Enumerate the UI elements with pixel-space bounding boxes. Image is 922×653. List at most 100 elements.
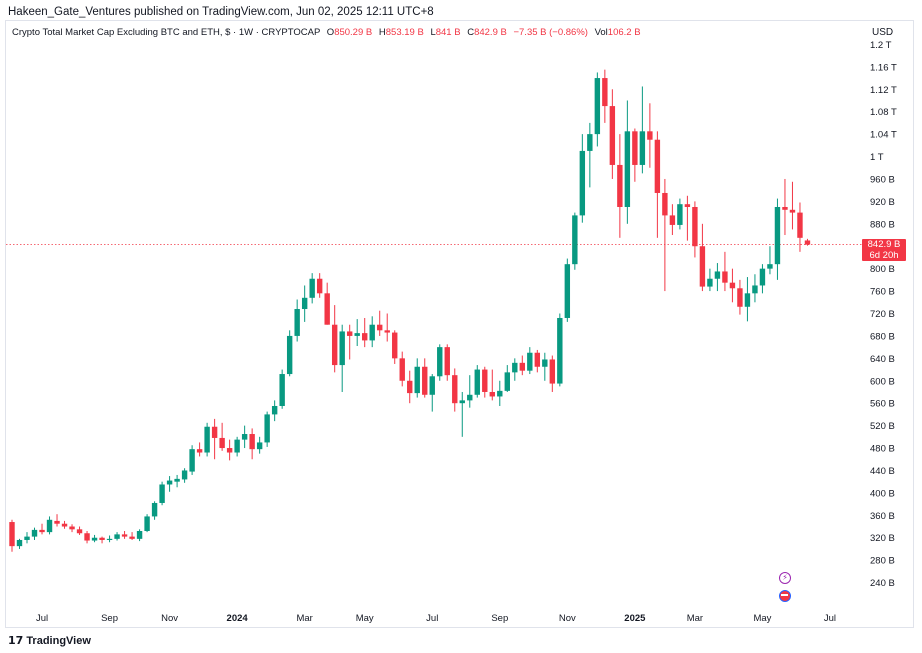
candle-body	[377, 324, 383, 331]
candle-body	[99, 537, 105, 540]
candle-body	[339, 331, 345, 366]
footer-brand: TradingView	[26, 635, 91, 647]
y-tick-label: 960 B	[870, 174, 895, 185]
candle-body	[527, 352, 533, 371]
candle-body	[707, 278, 713, 287]
y-tick-label: 600 B	[870, 376, 895, 387]
candle-body	[549, 359, 556, 384]
candle-body	[196, 449, 203, 453]
candle-body	[677, 204, 683, 225]
candle-body	[16, 539, 23, 547]
candle-body	[744, 293, 751, 307]
tradingview-mark-icon: 𝟭𝟳	[8, 635, 24, 647]
x-tick-label: 2024	[227, 613, 249, 624]
candle-body	[166, 480, 173, 485]
open-label: O	[326, 27, 335, 38]
close-value: 842.9 B	[474, 27, 507, 38]
candle-body	[324, 293, 330, 325]
candle-body	[106, 538, 113, 540]
candle-body	[9, 522, 15, 547]
candle-body	[782, 206, 788, 210]
candle-body	[271, 405, 278, 415]
low-value: 841 B	[435, 27, 461, 38]
candle-body	[737, 288, 743, 307]
y-tick-label: 1.08 T	[870, 107, 897, 118]
currency-button[interactable]: USD	[872, 27, 894, 38]
bar-countdown: 6d 20h	[869, 249, 899, 261]
candle-body	[722, 271, 728, 283]
candle-body	[639, 131, 646, 165]
candle-body	[219, 437, 225, 449]
candle-body	[189, 449, 195, 472]
y-tick-label: 360 B	[870, 511, 895, 522]
volume-value: 106.2 B	[607, 27, 641, 38]
symbol-title[interactable]: Crypto Total Market Cap Excluding BTC an…	[12, 27, 321, 38]
y-tick-label: 800 B	[870, 264, 895, 275]
us-flag-icon[interactable]	[779, 590, 791, 602]
y-tick-label: 240 B	[870, 578, 895, 589]
x-tick-label: Jul	[824, 613, 836, 624]
candle-body	[54, 520, 60, 524]
candle-body	[61, 523, 68, 527]
candle-body	[774, 206, 781, 265]
y-tick-label: 680 B	[870, 331, 895, 342]
candle-body	[174, 478, 180, 482]
candle-body	[46, 519, 53, 533]
candle-body	[647, 131, 653, 140]
y-tick-label: 440 B	[870, 466, 895, 477]
candle-body	[789, 209, 796, 213]
candle-body	[286, 335, 293, 375]
y-tick-label: 1.16 T	[870, 62, 897, 73]
y-tick-label: 640 B	[870, 354, 895, 365]
candle-body	[39, 529, 45, 533]
candle-body	[226, 448, 233, 453]
y-tick-label: 760 B	[870, 287, 895, 298]
candle-body	[564, 264, 571, 318]
candle-body	[114, 534, 120, 539]
y-tick-label: 280 B	[870, 556, 895, 567]
y-tick-label: 1.12 T	[870, 85, 897, 96]
published-line: Hakeen_Gate_Ventures published on Tradin…	[8, 6, 434, 18]
high-label: H	[378, 27, 386, 38]
candle-body	[602, 78, 608, 107]
candle-body	[489, 391, 495, 397]
candle-body	[542, 359, 548, 367]
x-tick-label: Sep	[491, 613, 508, 624]
candle-body	[714, 271, 721, 279]
y-tick-label: 480 B	[870, 444, 895, 455]
candle-body	[279, 374, 285, 406]
candle-body	[609, 106, 616, 165]
candle-body	[264, 414, 270, 443]
candle-body	[624, 131, 631, 207]
candle-body	[519, 362, 526, 371]
candle-body	[121, 534, 128, 537]
lightning-icon[interactable]: ⚡	[779, 572, 791, 584]
candle-body	[159, 484, 165, 503]
x-tick-label: May	[753, 613, 771, 624]
candle-body	[497, 390, 503, 397]
candle-body	[136, 531, 143, 539]
candle-body	[467, 394, 473, 401]
candle-body	[572, 215, 578, 265]
candle-body	[91, 537, 98, 541]
candle-body	[407, 380, 413, 394]
candle-body	[752, 285, 758, 294]
candle-body	[692, 206, 698, 247]
candle-body	[346, 331, 353, 336]
candle-body	[534, 352, 541, 367]
candle-body	[617, 164, 623, 207]
tradingview-logo[interactable]: 𝟭𝟳 TradingView	[8, 634, 91, 647]
candle-body	[69, 526, 75, 530]
candle-body	[256, 442, 263, 450]
y-tick-label: 1.04 T	[870, 130, 897, 141]
y-tick-label: 320 B	[870, 533, 895, 544]
candle-body	[249, 434, 255, 450]
candle-body	[354, 333, 360, 336]
candle-body	[301, 297, 308, 310]
candle-body	[474, 369, 480, 395]
y-tick-label: 560 B	[870, 399, 895, 410]
y-tick-label: 920 B	[870, 197, 895, 208]
candle-body	[204, 426, 210, 453]
candle-body	[211, 426, 218, 438]
